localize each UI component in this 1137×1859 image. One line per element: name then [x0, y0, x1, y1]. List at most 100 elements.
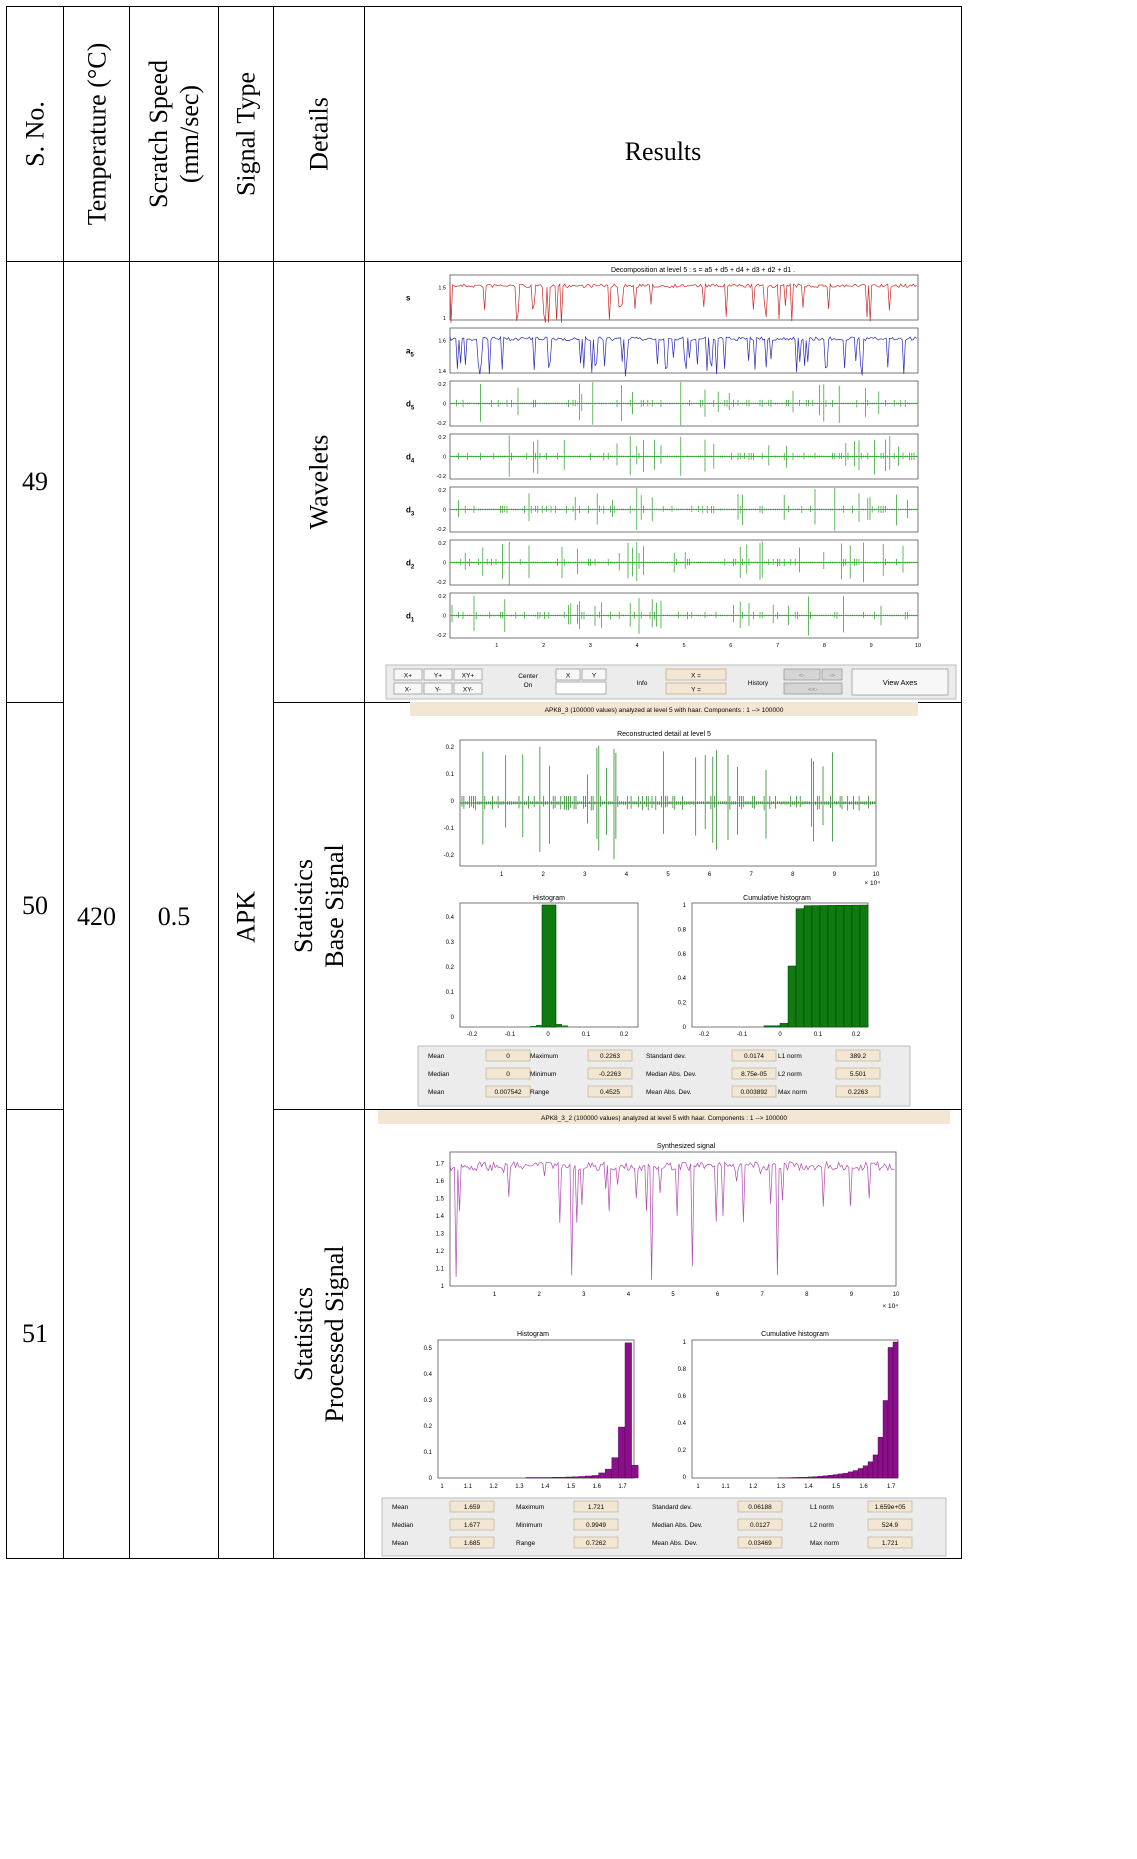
temperature-value: 420	[77, 902, 116, 931]
proc-hist-ytick-1: 0.4	[424, 1372, 433, 1378]
row-49-details-text: Wavelets	[304, 434, 334, 530]
base-stats-value-0-0: 0	[506, 1053, 510, 1060]
temperature-merged: 420	[63, 261, 130, 1559]
zoom-out-xy-button[interactable]: XY-	[453, 682, 483, 695]
base-hist-ytick-3: 0.1	[446, 990, 455, 996]
wavelet-ytick-d3-0: 0.2	[438, 488, 446, 494]
center-y-button[interactable]: Y	[581, 668, 607, 681]
base-stats-label-1-3: L2 norm	[778, 1071, 802, 1078]
base-stats-value-1-1: -0.2263	[599, 1071, 621, 1078]
base-xtick-9: 10	[873, 872, 880, 878]
base-cum-bar-20	[851, 904, 861, 1028]
proc-xtick-5: 6	[716, 1292, 720, 1298]
header-details-text: Details	[304, 97, 334, 171]
center-x-button[interactable]: X	[555, 668, 581, 681]
proc-cum-bar-19	[872, 1454, 879, 1479]
base-stats-label-2-0: Mean	[428, 1089, 445, 1096]
wavelet-ytick-s-0: 1.5	[438, 286, 446, 292]
proc-hist-ytick-3: 0.2	[424, 1424, 433, 1430]
proc-hist-bar-16	[631, 1465, 639, 1479]
proc-stats-value-0-1: 1.721	[588, 1504, 605, 1511]
proc-cum-bar-17	[862, 1465, 869, 1479]
wavelet-ytick-d5-0: 0.2	[438, 382, 446, 388]
proc-cum-bar-21	[882, 1400, 889, 1479]
proc-cum-bar-20	[877, 1437, 884, 1479]
proc-stats-field-0-0	[449, 1500, 495, 1513]
history-back-button[interactable]: <-	[783, 668, 821, 681]
proc-hist-xtick-4: 1.4	[541, 1484, 550, 1490]
svg-text:Y: Y	[592, 673, 597, 680]
proc-cum-ytick-3: 0.4	[678, 1421, 687, 1427]
svg-text:X-: X-	[405, 687, 412, 694]
zoom-in-xy-button[interactable]: XY+	[453, 668, 483, 681]
proc-ytick-3: 1.4	[436, 1214, 445, 1220]
wavelet-label-d3: d3	[406, 506, 415, 518]
proc-stats-label-1-0: Median	[392, 1522, 414, 1529]
wavelet-label-a5: a5	[406, 347, 414, 359]
row-51-details: Statistics Processed Signal	[273, 1109, 365, 1559]
zoom-out-x-button[interactable]: X-	[393, 682, 423, 695]
base-cum-bar-11	[779, 1023, 789, 1028]
wavelet-xtick-3: 3	[589, 643, 592, 649]
proc-stats-field-1-1	[573, 1518, 619, 1531]
base-xtick-2: 3	[583, 872, 587, 878]
header-results-text: Results	[624, 137, 702, 166]
wavelet-label-d2: d2	[406, 559, 415, 571]
wavelet-status-bar: APK8_3 (100000 values) analyzed at level…	[410, 702, 918, 716]
base-hist-bar-2	[562, 1025, 568, 1027]
header-results: Results	[364, 6, 962, 262]
base-stats-label-2-1: Range	[530, 1089, 550, 1096]
proc-cum-bar-16	[857, 1468, 864, 1479]
processed-signal-title: Synthesized signal	[657, 1143, 716, 1150]
proc-hist-bar-4	[552, 1477, 560, 1479]
wavelet-trace-a5	[449, 335, 917, 377]
wavelet-ytick-d1-0: 0.2	[438, 594, 446, 600]
svg-text:X+: X+	[404, 673, 412, 680]
proc-cum-bar-11	[832, 1474, 839, 1479]
base-cum-bar-17	[827, 905, 837, 1028]
zoom-in-x-button[interactable]: X+	[393, 668, 423, 681]
base-stats-value-2-1: 0.4525	[600, 1089, 620, 1096]
base-stats-value-0-1: 0.2263	[600, 1053, 620, 1060]
base-cum-xtick-2: 0	[778, 1032, 782, 1038]
center-value-field[interactable]	[555, 681, 607, 695]
proc-stats-field-1-3	[867, 1518, 913, 1531]
history-first-button[interactable]: <<-	[783, 682, 843, 695]
proc-cum-bar-4	[797, 1477, 804, 1479]
proc-stats-field-1-2	[737, 1518, 783, 1531]
proc-stats-field-0-1	[573, 1500, 619, 1513]
header-temperature-text: Temperature (°C)	[82, 42, 111, 226]
proc-stats-label-2-1: Range	[516, 1540, 536, 1547]
processed-histogram: 0.5 0.4 0.3 0.2 0.1 0 1 1.1 1.2 1.3 1.4 1.5 1.6 1.7	[424, 1342, 639, 1490]
proc-stats-value-1-3: 524.9	[882, 1522, 899, 1529]
proc-xtick-2: 3	[582, 1292, 586, 1298]
proc-stats-value-1-2: 0.0127	[750, 1522, 770, 1529]
proc-hist-ytick-4: 0.1	[424, 1450, 433, 1456]
proc-cum-xtick-4: 1.4	[804, 1484, 813, 1490]
proc-stats-label-2-0: Mean	[392, 1540, 409, 1547]
wavelet-ytick-d2-1: 0	[443, 561, 446, 567]
header-details: Details	[273, 6, 365, 262]
zoom-in-y-button[interactable]: Y+	[423, 668, 453, 681]
proc-ytick-6: 1.1	[436, 1267, 445, 1273]
base-stats-field-0-3	[835, 1049, 881, 1062]
proc-hist-bar-10	[591, 1475, 599, 1479]
proc-xtick-0: 1	[493, 1292, 497, 1298]
processed-signal-exponent: × 10⁴	[882, 1303, 898, 1310]
wavelet-decomposition-figure: Decomposition at level 5 : s = a5 + d5 +…	[366, 263, 960, 701]
wavelet-trace-s	[449, 282, 917, 323]
view-axes-button[interactable]: View Axes	[851, 668, 949, 696]
proc-hist-bar-8	[578, 1476, 586, 1479]
row-49-details: Wavelets	[273, 261, 365, 703]
base-xtick-4: 5	[666, 872, 670, 878]
base-cum-xtick-0: -0.2	[699, 1032, 710, 1038]
processed-histogram-title: Histogram	[517, 1331, 549, 1338]
zoom-out-y-button[interactable]: Y-	[423, 682, 453, 695]
proc-stats-label-0-0: Mean	[392, 1504, 409, 1511]
proc-cum-bar-9	[822, 1475, 829, 1479]
proc-cum-xtick-7: 1.7	[887, 1484, 896, 1490]
row-51-details-line1: Statistics	[289, 1287, 318, 1381]
base-cum-bar-14	[803, 905, 813, 1028]
proc-hist-bar-15	[624, 1342, 632, 1479]
history-forward-button[interactable]: ->	[821, 668, 843, 681]
